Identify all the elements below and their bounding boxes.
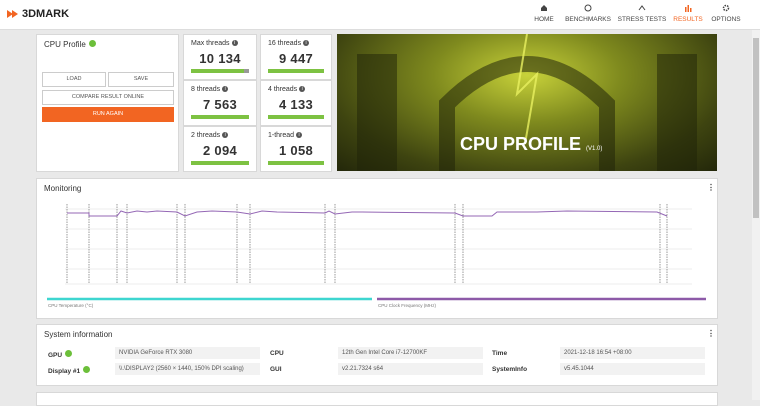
info-value: v5.45.1044 — [560, 363, 705, 375]
score-label: 8 threads i — [191, 86, 229, 93]
score-value: 7 563 — [202, 97, 238, 112]
score-label-text: 16 threads — [268, 40, 302, 47]
info-label: Display #1 — [48, 366, 91, 375]
benchmarks-icon — [584, 4, 592, 12]
bar-tip — [244, 69, 249, 73]
score-label: Max threads i — [191, 40, 238, 47]
monitoring-chart — [47, 204, 706, 301]
info-label-text: CPU — [270, 350, 284, 357]
info-icon[interactable]: i — [303, 40, 310, 46]
score-label: 16 threads i — [268, 40, 310, 47]
info-label-text: Display #1 — [48, 368, 81, 375]
nav-item[interactable]: RESULTS — [673, 16, 703, 23]
score-card: 8 threads i 7 563 — [183, 80, 257, 126]
score-value: 1 058 — [278, 143, 314, 158]
menu-dots[interactable]: ⋮ — [707, 329, 715, 338]
info-label: CPU — [270, 350, 284, 357]
info-label-text: GUI — [270, 366, 282, 373]
score-bar — [191, 115, 249, 119]
score-value: 10 134 — [199, 51, 241, 66]
check-icon — [65, 350, 73, 357]
score-label-text: 2 threads — [191, 132, 221, 139]
menu-dots[interactable]: ⋮ — [707, 183, 715, 192]
score-bar — [268, 161, 324, 165]
check-icon — [83, 366, 91, 373]
results-icon — [685, 5, 692, 12]
info-value: \\.\DISPLAY2 (2560 × 1440, 150% DPI scal… — [115, 363, 260, 375]
score-card: 1-thread i 1 058 — [260, 126, 332, 172]
score-label: 4 threads i — [268, 86, 306, 93]
system-info-title: System information — [44, 330, 113, 339]
monitoring-panel: Monitoring ⋮ CPU Temperature (°C) CPU Cl… — [36, 178, 718, 319]
info-icon[interactable]: i — [296, 132, 303, 138]
info-label-text: SystemInfo — [492, 366, 528, 373]
options-icon — [722, 4, 730, 12]
info-label-text: Time — [492, 350, 508, 357]
score-bar — [268, 69, 324, 73]
info-value: 12th Gen Intel Core i7-12700KF — [338, 347, 483, 359]
stress-icon — [638, 5, 646, 11]
score-value: 4 133 — [278, 97, 314, 112]
score-label-text: 4 threads — [268, 86, 298, 93]
score-card: 4 threads i 4 133 — [260, 80, 332, 126]
info-value: NVIDIA GeForce RTX 3080 — [115, 347, 260, 359]
score-label-text: 8 threads — [191, 86, 221, 93]
info-label: GUI — [270, 366, 282, 373]
score-bar — [191, 161, 249, 165]
nav-item[interactable]: STRESS TESTS — [617, 16, 667, 23]
banner-title-text: CPU PROFILE — [460, 134, 582, 154]
score-label: 1-thread i — [268, 132, 303, 139]
info-icon[interactable]: i — [299, 86, 306, 92]
info-label: Time — [492, 350, 507, 357]
info-icon[interactable]: i — [222, 86, 229, 92]
system-info-panel: System information ⋮ GPU NVIDIA GeForce R… — [36, 324, 718, 386]
monitoring-title: Monitoring — [44, 184, 82, 193]
score-value: 2 094 — [202, 143, 238, 158]
score-value: 9 447 — [278, 51, 314, 66]
banner: CPU PROFILE (V1.0) — [337, 34, 717, 171]
banner-title: CPU PROFILE (V1.0) — [460, 134, 602, 155]
nav-item[interactable]: HOME — [534, 16, 554, 23]
nav-item[interactable]: BENCHMARKS — [565, 16, 611, 23]
info-label: GPU — [48, 350, 73, 359]
info-value: v2.21.7324 s64 — [338, 363, 483, 375]
info-icon[interactable]: i — [222, 132, 229, 138]
score-card: 16 threads i 9 447 — [260, 34, 332, 80]
compare-button[interactable]: COMPARE RESULT ONLINE — [42, 90, 174, 105]
legend-label: CPU Clock Frequency (MHz) — [378, 303, 437, 308]
info-label-text: GPU — [48, 352, 63, 359]
score-card: 2 threads i 2 094 — [183, 126, 257, 172]
score-bar — [268, 115, 324, 119]
profile-panel: CPU Profile LOAD SAVE COMPARE RESULT ONL… — [36, 34, 179, 172]
profile-title: CPU Profile — [44, 40, 96, 49]
info-label: SystemInfo — [492, 366, 527, 373]
score-label: 2 threads i — [191, 132, 229, 139]
score-label-text: Max threads — [191, 40, 230, 47]
banner-art — [357, 34, 697, 171]
load-button[interactable]: LOAD — [42, 72, 106, 87]
score-bar — [191, 69, 249, 73]
top-nav: 3DMARK HOME BENCHMARKS STRESS TESTS RESU… — [0, 0, 760, 30]
logo-icon — [7, 10, 18, 18]
info-icon[interactable]: i — [231, 40, 238, 46]
next-panel — [36, 392, 718, 406]
info-value: 2021-12-18 16:54 +08:00 — [560, 347, 705, 359]
score-card: Max threads i 10 134 — [183, 34, 257, 80]
nav-item[interactable]: OPTIONS — [711, 16, 741, 23]
scrollbar[interactable] — [752, 30, 760, 400]
save-button[interactable]: SAVE — [108, 72, 174, 87]
run-again-button[interactable]: RUN AGAIN — [42, 107, 174, 122]
banner-version: (V1.0) — [586, 146, 603, 152]
score-label-text: 1-thread — [268, 132, 295, 139]
logo: 3DMARK — [22, 8, 70, 20]
profile-title-text: CPU Profile — [44, 40, 86, 49]
legend-label: CPU Temperature (°C) — [48, 303, 94, 308]
home-icon — [541, 5, 547, 11]
